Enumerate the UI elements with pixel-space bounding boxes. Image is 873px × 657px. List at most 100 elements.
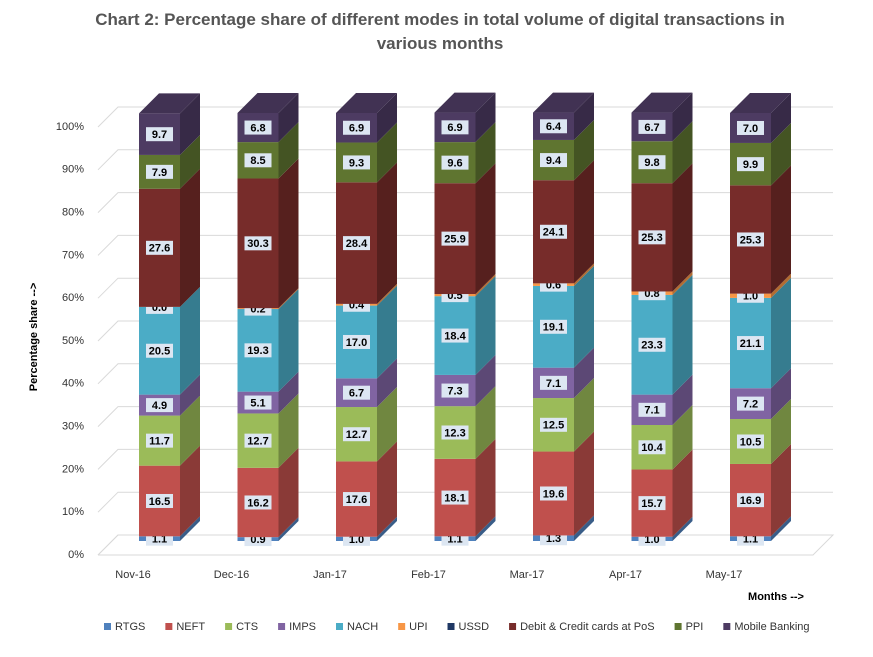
value-label: 21.1	[740, 338, 761, 350]
value-label-box	[146, 164, 173, 179]
value-label: 11.7	[149, 436, 170, 448]
grid-line	[97, 448, 833, 470]
value-label: 17.0	[346, 337, 367, 349]
bar-side	[180, 93, 200, 155]
value-label: 9.7	[152, 129, 167, 141]
legend-label: Mobile Banking	[734, 621, 809, 633]
legend-label: IMPS	[289, 621, 316, 633]
chart-title: Chart 2: Percentage share of different m…	[95, 10, 785, 53]
value-label-box	[343, 334, 370, 349]
legend-swatch	[165, 623, 173, 630]
bar-top	[434, 92, 496, 113]
bar-side	[475, 276, 496, 375]
value-label: 12.5	[543, 420, 564, 432]
value-label: 27.6	[149, 243, 170, 255]
bar-top	[237, 93, 299, 113]
value-label-box	[146, 433, 173, 448]
bar-side	[672, 405, 693, 470]
legend-label: NEFT	[176, 621, 205, 633]
bar-side	[180, 134, 200, 189]
y-tick-label: 100%	[56, 121, 84, 133]
value-label-box	[441, 490, 469, 505]
value-label: 7.9	[152, 167, 167, 179]
value-label-box	[441, 328, 469, 343]
grid-line	[97, 363, 833, 385]
legend-swatch	[278, 623, 286, 630]
bar-side	[180, 516, 200, 541]
grid-line	[97, 406, 833, 427]
bar-side	[475, 354, 496, 407]
value-label-box	[441, 383, 469, 398]
value-label: 1.0	[349, 534, 364, 546]
value-label-box	[638, 402, 666, 417]
value-label-box	[638, 230, 666, 245]
value-label: 30.3	[247, 238, 268, 250]
x-axis-title: Months -->	[748, 591, 804, 603]
bar-side	[180, 374, 200, 416]
bar-side	[180, 286, 200, 395]
value-label: 18.1	[444, 492, 465, 504]
value-label-box	[146, 398, 173, 413]
legend-label: PPI	[686, 621, 704, 633]
bar-side	[377, 93, 397, 143]
value-label-box	[540, 319, 567, 334]
value-label: 4.9	[152, 400, 167, 412]
value-label-box	[244, 343, 272, 358]
bar-side	[377, 283, 397, 306]
value-label: 10.5	[740, 436, 761, 448]
value-label: 5.1	[250, 397, 265, 409]
value-label: 7.2	[743, 399, 758, 411]
title-box: Chart 2: Percentage share of different m…	[95, 10, 785, 53]
grid-line	[97, 277, 833, 299]
value-label: 18.4	[444, 330, 466, 342]
bar-side	[377, 358, 397, 408]
value-label-box	[343, 492, 370, 507]
value-label-box	[540, 417, 567, 432]
bar-side	[672, 516, 693, 541]
bar-side	[672, 449, 693, 537]
bar-side	[377, 162, 397, 304]
bar-side	[278, 122, 299, 179]
grid-line	[97, 192, 833, 213]
x-tick-label: Feb-17	[411, 569, 446, 581]
bar-side	[278, 517, 299, 541]
grid-line	[97, 491, 833, 513]
bar-side	[672, 274, 693, 395]
value-label: 1.1	[743, 534, 758, 546]
bar-side	[574, 515, 594, 541]
value-label: 19.1	[543, 322, 564, 334]
legend-swatch	[398, 623, 406, 630]
bar-side	[574, 378, 594, 452]
value-label: 15.7	[641, 498, 662, 510]
bar-side	[574, 265, 594, 368]
bar-side	[771, 399, 791, 464]
value-label-box	[146, 493, 173, 508]
y-tick-label: 90%	[62, 164, 84, 176]
legend-swatch	[104, 623, 111, 630]
y-axis-title: Percentage share -->	[28, 283, 40, 392]
value-label-box	[540, 486, 567, 501]
bar-side	[475, 516, 496, 541]
y-tick-label: 20%	[62, 463, 84, 475]
bar-side	[475, 438, 496, 537]
bar-side	[672, 121, 693, 184]
value-label: 20.5	[149, 346, 170, 358]
legend-label: NACH	[347, 621, 378, 633]
value-label-box	[638, 496, 666, 511]
value-label: 1.3	[546, 533, 561, 545]
x-tick-label: Apr-17	[609, 569, 642, 581]
value-label-box	[244, 120, 272, 135]
legend-swatch	[674, 623, 682, 630]
bar-side	[180, 168, 200, 307]
value-label: 1.1	[152, 534, 167, 546]
bar-top	[336, 93, 397, 113]
y-tick-label: 10%	[62, 506, 84, 518]
legend-swatch	[336, 623, 343, 630]
bar-side	[475, 163, 496, 295]
value-label: 16.2	[247, 497, 268, 509]
value-label-box	[244, 395, 272, 410]
bar-side	[574, 92, 594, 140]
value-label-box	[343, 427, 370, 442]
y-tick-label: 80%	[62, 207, 84, 219]
x-tick-label: May-17	[706, 569, 743, 581]
